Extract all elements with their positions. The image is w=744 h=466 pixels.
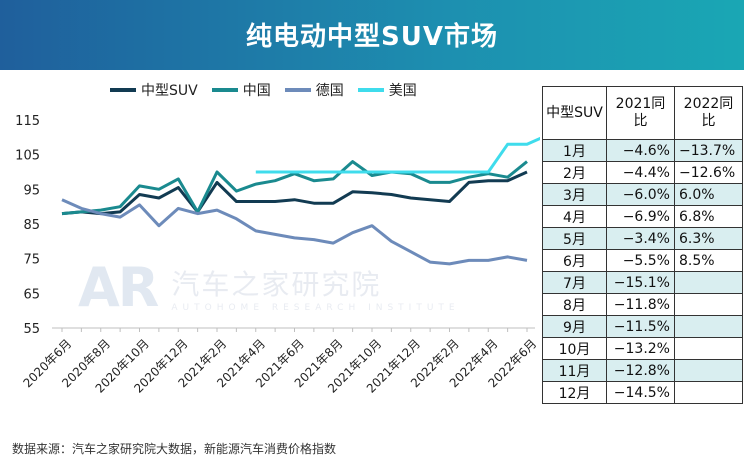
table-cell-month: 12月: [542, 381, 607, 404]
table-cell-y2021: −4.4%: [606, 161, 675, 184]
table-header-2022: 2022同比: [674, 86, 743, 140]
table-header-row: 中型SUV 2021同比 2022同比: [542, 86, 743, 140]
table-row: 12月 −14.5%: [542, 381, 743, 404]
series-line-china: [61, 160, 528, 216]
table-cell-month: 4月: [542, 205, 607, 228]
line-chart: 55 65 75 85 95 105 115 2020年6月2020年8月2020年10月2…: [15, 114, 540, 396]
table-row: 2月 −4.4% −12.6%: [542, 161, 743, 184]
watermark-logo: AR: [78, 256, 159, 319]
table-cell-y2022: 6.8%: [674, 205, 743, 228]
x-axis: 2020年6月2020年8月2020年10月2020年12月2021年2月202…: [20, 327, 539, 396]
table-cell-month: 5月: [542, 227, 607, 250]
y-tick-label: 95: [23, 183, 40, 198]
table-row: 8月 −11.8%: [542, 293, 743, 316]
table-cell-y2021: −11.5%: [606, 315, 675, 338]
table-cell-month: 7月: [542, 271, 607, 294]
series-line-midsize-suv: [61, 170, 528, 216]
table-cell-y2022: [674, 315, 743, 338]
table-cell-y2022: [674, 293, 743, 316]
table-cell-y2021: −13.2%: [606, 337, 675, 360]
table-cell-y2021: −6.9%: [606, 205, 675, 228]
table-cell-y2022: −12.6%: [674, 161, 743, 184]
table-cell-y2021: −15.1%: [606, 271, 675, 294]
legend-swatch: [211, 88, 238, 92]
table-header-model: 中型SUV: [542, 86, 607, 140]
table-cell-y2022: [674, 359, 743, 382]
table-row: 9月 −11.5%: [542, 315, 743, 338]
watermark-text: 汽车之家研究院 AUTOHOME RESEARCH INSTITUTE: [171, 263, 459, 313]
table-row: 7月 −15.1%: [542, 271, 743, 294]
y-tick-label: 105: [15, 149, 40, 164]
watermark-en: AUTOHOME RESEARCH INSTITUTE: [171, 302, 460, 313]
table-cell-month: 11月: [542, 359, 607, 382]
table-cell-y2022: 6.3%: [674, 227, 743, 250]
table-row: 1月 −4.6% −13.7%: [542, 139, 743, 162]
legend-item-germany: 德国: [284, 80, 344, 100]
legend-item-usa: 美国: [357, 80, 417, 100]
y-axis: 55 65 75 85 95 105 115: [15, 114, 40, 337]
series-lines: [61, 136, 540, 266]
watermark: AR 汽车之家研究院 AUTOHOME RESEARCH INSTITUTE: [78, 256, 460, 319]
table-header-2021: 2021同比: [606, 86, 675, 140]
table-cell-y2022: [674, 337, 743, 360]
table-cell-month: 9月: [542, 315, 607, 338]
table-cell-y2022: −13.7%: [674, 139, 743, 162]
table-cell-month: 3月: [542, 183, 607, 206]
table-cell-month: 6月: [542, 249, 607, 272]
legend-item-china: 中国: [211, 80, 271, 100]
series-line-usa: [255, 136, 540, 174]
table-cell-y2022: 8.5%: [674, 249, 743, 272]
y-tick-label: 65: [23, 287, 40, 302]
table-cell-y2021: −6.0%: [606, 183, 675, 206]
y-tick-label: 55: [23, 322, 40, 337]
table-cell-month: 8月: [542, 293, 607, 316]
table-row: 11月 −12.8%: [542, 359, 743, 382]
header-banner: 纯电动中型SUV市场: [0, 0, 744, 70]
table-cell-y2021: −4.6%: [606, 139, 675, 162]
table-cell-month: 10月: [542, 337, 607, 360]
table-row: 3月 −6.0% 6.0%: [542, 183, 743, 206]
table-row: 6月 −5.5% 8.5%: [542, 249, 743, 272]
y-tick-label: 75: [23, 253, 40, 268]
chart-legend: 中型SUV 中国 德国 美国: [110, 80, 417, 100]
source-note: 数据来源：汽车之家研究院大数据，新能源汽车消费价格指数: [12, 442, 337, 456]
legend-swatch: [284, 88, 311, 92]
legend-label: 美国: [388, 83, 417, 99]
table-cell-y2021: −14.5%: [606, 381, 675, 404]
table-cell-y2022: [674, 381, 743, 404]
legend-label: 德国: [315, 83, 344, 99]
y-tick-label: 85: [23, 218, 40, 233]
series-line-germany: [61, 198, 528, 266]
y-tick-label: 115: [15, 114, 40, 129]
watermark-cn: 汽车之家研究院: [171, 267, 382, 301]
table-cell-y2021: −12.8%: [606, 359, 675, 382]
page-title: 纯电动中型SUV市场: [246, 22, 498, 52]
table-cell-y2021: −11.8%: [606, 293, 675, 316]
table-row: 4月 −6.9% 6.8%: [542, 205, 743, 228]
table-cell-y2022: [674, 271, 743, 294]
legend-swatch: [110, 88, 136, 92]
table-cell-y2021: −5.5%: [606, 249, 675, 272]
table-cell-month: 2月: [542, 161, 607, 184]
legend-item-midsize-suv: 中型SUV: [110, 80, 198, 100]
yoy-table: 中型SUV 2021同比 2022同比 1月 −4.6% −13.7% 2月 −4.4%…: [542, 86, 743, 404]
table-cell-month: 1月: [542, 139, 607, 162]
table-row: 10月 −13.2%: [542, 337, 743, 360]
table-row: 5月 −3.4% 6.3%: [542, 227, 743, 250]
table-cell-y2021: −3.4%: [606, 227, 675, 250]
legend-label: 中型SUV: [141, 83, 198, 99]
table-cell-y2022: 6.0%: [674, 183, 743, 206]
legend-label: 中国: [242, 83, 271, 99]
legend-swatch: [357, 88, 384, 92]
